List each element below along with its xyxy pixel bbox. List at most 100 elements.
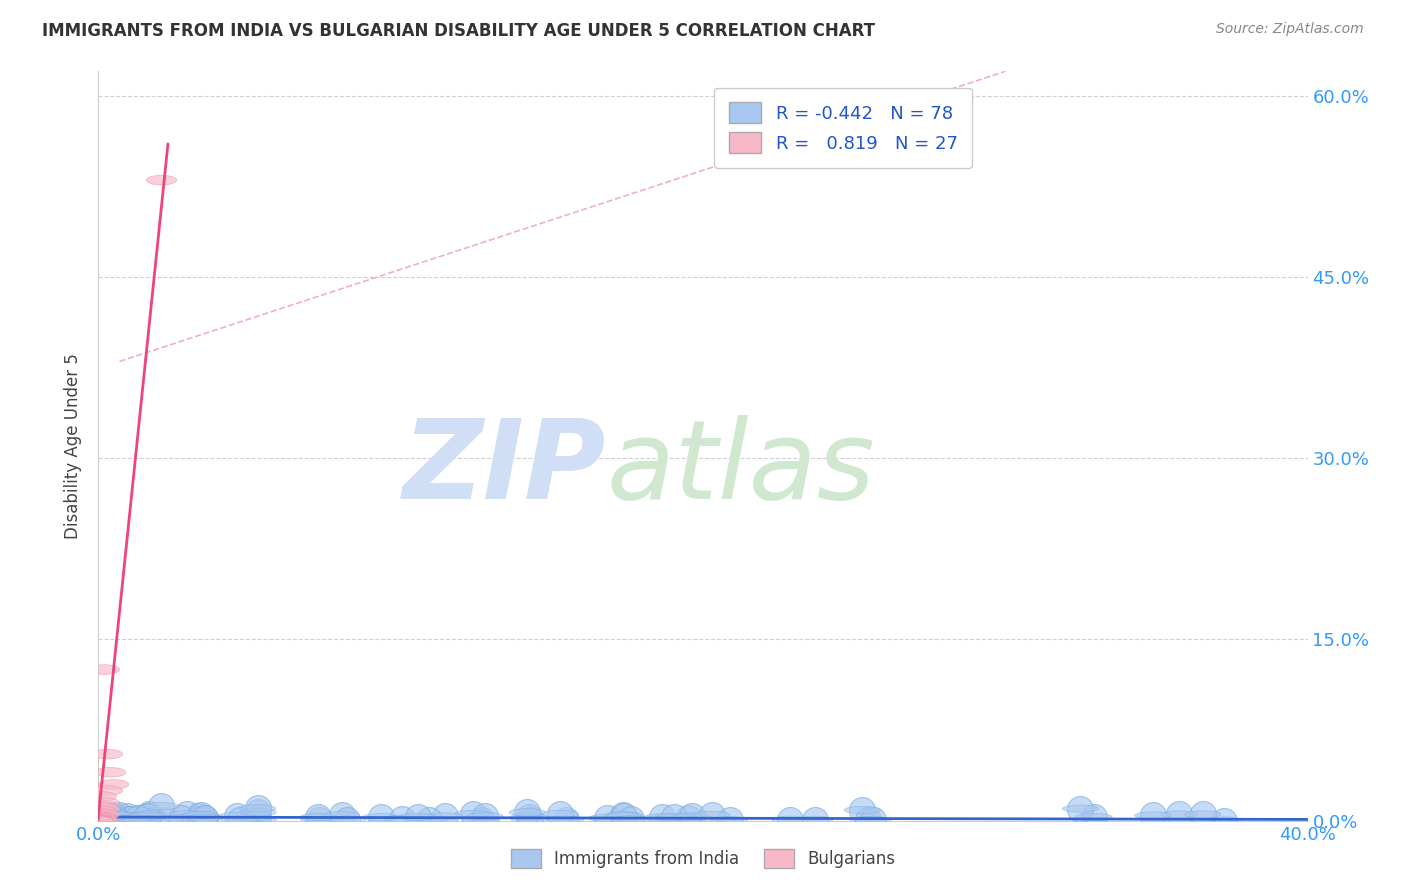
Point (370, 810, 392, 824)
Ellipse shape (1161, 811, 1197, 818)
Ellipse shape (1135, 812, 1171, 819)
Ellipse shape (83, 816, 114, 825)
Point (103, 813, 125, 827)
Ellipse shape (1206, 817, 1243, 824)
Point (136, 810, 159, 824)
Point (115, 809, 138, 823)
Ellipse shape (187, 814, 224, 822)
Point (187, 809, 209, 823)
Point (700, 808, 723, 822)
Point (519, 813, 541, 827)
Point (128, 811, 150, 825)
Text: ZIP: ZIP (402, 415, 606, 522)
Ellipse shape (186, 814, 222, 822)
Ellipse shape (83, 816, 120, 824)
Ellipse shape (86, 791, 117, 801)
Ellipse shape (146, 176, 177, 185)
Ellipse shape (83, 814, 114, 823)
Ellipse shape (86, 814, 117, 824)
Point (188, 812, 211, 826)
Text: atlas: atlas (606, 415, 875, 522)
Point (862, 813, 884, 827)
Ellipse shape (384, 815, 420, 822)
Point (101, 808, 124, 822)
Point (516, 805, 538, 820)
Point (118, 813, 141, 827)
Ellipse shape (143, 803, 179, 810)
Ellipse shape (131, 811, 167, 818)
Ellipse shape (101, 816, 138, 823)
Ellipse shape (86, 815, 121, 822)
Point (247, 814, 270, 828)
Point (91, 812, 114, 826)
Point (803, 813, 825, 827)
Point (225, 809, 247, 823)
Ellipse shape (83, 814, 114, 824)
Point (138, 807, 160, 822)
Ellipse shape (86, 806, 117, 816)
Ellipse shape (86, 813, 117, 822)
Point (90, 811, 112, 825)
Point (330, 808, 353, 822)
Ellipse shape (467, 813, 503, 820)
Point (247, 805, 270, 820)
Point (1191, 807, 1213, 822)
Point (620, 813, 643, 827)
Ellipse shape (181, 815, 218, 822)
Point (595, 811, 617, 825)
Ellipse shape (121, 814, 157, 822)
Point (132, 813, 155, 827)
Ellipse shape (669, 814, 706, 822)
Text: Source: ZipAtlas.com: Source: ZipAtlas.com (1216, 22, 1364, 37)
Point (190, 808, 212, 822)
Ellipse shape (121, 815, 157, 822)
Ellipse shape (94, 811, 131, 818)
Ellipse shape (1063, 805, 1098, 813)
Ellipse shape (606, 813, 643, 820)
Ellipse shape (90, 804, 120, 814)
Ellipse shape (83, 816, 114, 825)
Ellipse shape (129, 814, 166, 821)
Ellipse shape (86, 801, 117, 811)
Ellipse shape (855, 816, 891, 823)
Ellipse shape (111, 815, 148, 823)
Point (150, 799, 173, 814)
Point (336, 813, 359, 827)
Ellipse shape (125, 816, 162, 823)
Point (550, 807, 572, 822)
Ellipse shape (180, 813, 217, 820)
Point (228, 813, 250, 827)
Ellipse shape (112, 815, 149, 822)
Ellipse shape (510, 814, 547, 821)
Ellipse shape (148, 816, 184, 823)
Ellipse shape (97, 815, 132, 822)
Point (104, 812, 127, 826)
Point (433, 809, 456, 823)
Point (90, 814, 112, 828)
Ellipse shape (86, 816, 122, 824)
Ellipse shape (93, 786, 122, 796)
Ellipse shape (239, 805, 276, 812)
Point (391, 812, 413, 826)
Ellipse shape (83, 814, 120, 822)
Ellipse shape (90, 810, 120, 820)
Point (97, 811, 120, 825)
Point (193, 811, 215, 825)
Y-axis label: Disability Age Under 5: Disability Age Under 5 (65, 353, 83, 539)
Ellipse shape (221, 816, 257, 823)
Ellipse shape (613, 815, 650, 823)
Ellipse shape (673, 813, 710, 820)
Point (554, 813, 576, 827)
Point (120, 812, 142, 826)
Point (651, 810, 673, 824)
Point (1168, 807, 1191, 822)
Ellipse shape (96, 816, 132, 823)
Ellipse shape (96, 767, 125, 777)
Ellipse shape (86, 816, 122, 823)
Ellipse shape (399, 814, 436, 821)
Ellipse shape (509, 809, 546, 816)
Ellipse shape (1076, 814, 1112, 821)
Point (307, 810, 329, 824)
Ellipse shape (86, 814, 117, 823)
Ellipse shape (845, 806, 880, 814)
